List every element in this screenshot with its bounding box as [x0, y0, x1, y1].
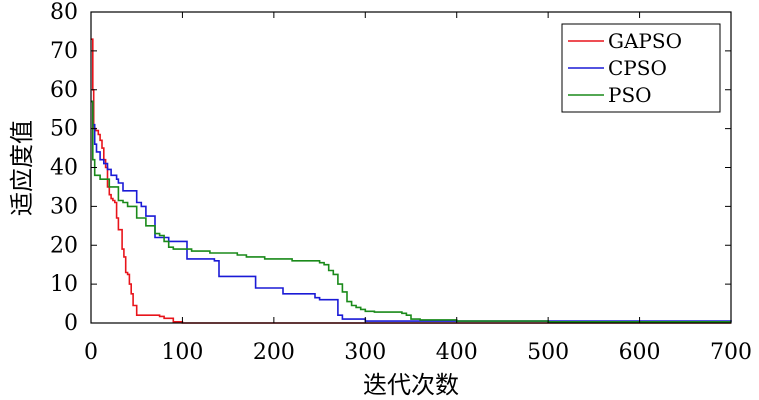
legend: GAPSO CPSO PSO	[561, 23, 721, 113]
y-tick-label: 10	[50, 272, 78, 297]
y-tick-label: 0	[64, 311, 78, 336]
x-tick-label: 700	[710, 340, 752, 365]
series-line-pso	[91, 100, 731, 323]
x-axis-title: 迭代次数	[363, 371, 459, 399]
x-tick-label: 500	[527, 340, 569, 365]
y-axis-title: 适应度值	[8, 120, 36, 216]
x-tick-label: 400	[436, 340, 478, 365]
y-tick-label: 50	[50, 117, 78, 142]
legend-label-gapso: GAPSO	[608, 29, 682, 53]
legend-label-pso: PSO	[608, 83, 652, 107]
y-tick-label: 40	[50, 156, 78, 181]
x-tick-label: 100	[161, 340, 203, 365]
y-tick-label: 30	[50, 194, 78, 219]
y-tick-label: 80	[50, 0, 78, 25]
legend-label-cpso: CPSO	[608, 56, 667, 80]
series-line-cpso	[91, 100, 732, 322]
x-tick-label: 300	[344, 340, 386, 365]
x-tick-label: 200	[253, 340, 295, 365]
x-tick-label: 600	[619, 340, 661, 365]
x-tick-label: 0	[84, 340, 98, 365]
y-tick-label: 20	[50, 233, 78, 258]
series-layer	[91, 38, 732, 324]
y-axis: 0 10 20 30 40 50 60 70 80	[50, 0, 731, 336]
y-tick-label: 60	[50, 78, 78, 103]
y-tick-label: 70	[50, 39, 78, 64]
x-axis: 0 100 200 300 400 500 600 700	[84, 12, 752, 365]
series-line-gapso	[91, 38, 731, 324]
